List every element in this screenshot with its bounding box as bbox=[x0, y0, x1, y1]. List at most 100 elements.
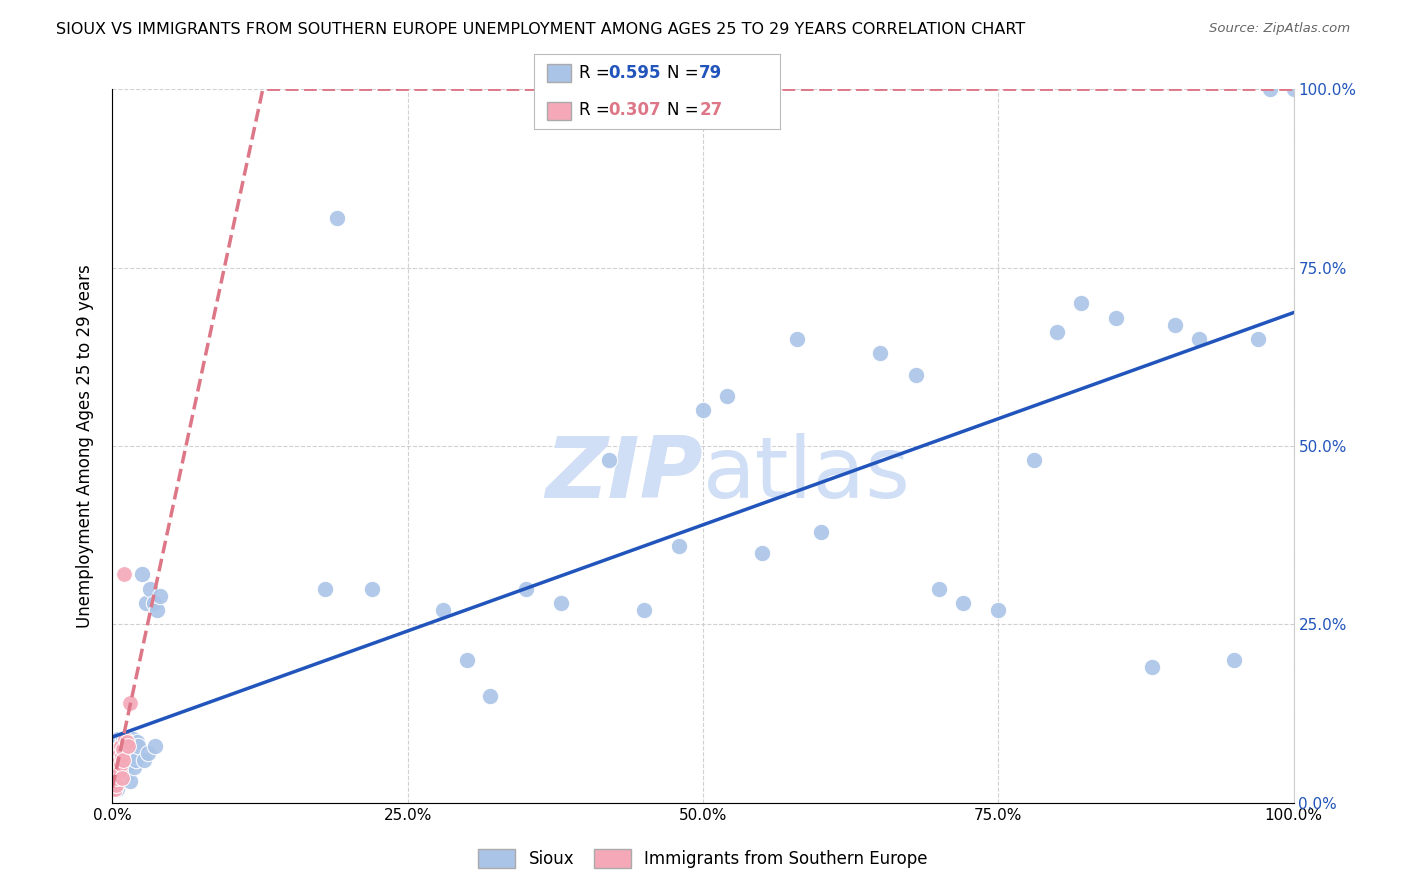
Point bbox=[110, 756, 132, 771]
Text: N =: N = bbox=[666, 64, 704, 82]
Point bbox=[107, 767, 129, 781]
Text: 0.595: 0.595 bbox=[607, 64, 661, 82]
Point bbox=[142, 596, 165, 610]
Bar bbox=[547, 64, 571, 82]
Point bbox=[115, 735, 138, 749]
Point bbox=[107, 753, 129, 767]
Point bbox=[125, 753, 148, 767]
Point bbox=[110, 767, 132, 781]
Point bbox=[112, 567, 135, 582]
Point bbox=[108, 746, 131, 760]
Point bbox=[668, 539, 690, 553]
Point bbox=[1223, 653, 1246, 667]
Point bbox=[103, 774, 125, 789]
Point bbox=[107, 731, 129, 746]
Point bbox=[111, 771, 134, 785]
Point bbox=[1022, 453, 1045, 467]
Point bbox=[104, 767, 127, 781]
Point bbox=[104, 753, 127, 767]
Point bbox=[104, 781, 127, 796]
Point bbox=[107, 767, 129, 781]
Point bbox=[105, 746, 128, 760]
Text: N =: N = bbox=[666, 101, 704, 119]
Point bbox=[120, 696, 142, 710]
Point bbox=[361, 582, 384, 596]
Point bbox=[456, 653, 478, 667]
Point bbox=[1258, 82, 1281, 96]
Text: Source: ZipAtlas.com: Source: ZipAtlas.com bbox=[1209, 22, 1350, 36]
Text: R =: R = bbox=[579, 101, 614, 119]
Point bbox=[692, 403, 714, 417]
Point bbox=[904, 368, 927, 382]
Point bbox=[326, 211, 349, 225]
Point bbox=[751, 546, 773, 560]
Text: R =: R = bbox=[579, 64, 614, 82]
Point bbox=[108, 774, 131, 789]
Point bbox=[112, 771, 135, 785]
Point bbox=[987, 603, 1010, 617]
Point bbox=[149, 589, 172, 603]
Point bbox=[869, 346, 891, 360]
Point bbox=[112, 749, 135, 764]
Point bbox=[117, 756, 139, 771]
Point bbox=[139, 582, 162, 596]
Point bbox=[112, 753, 135, 767]
Point bbox=[115, 739, 138, 753]
Point bbox=[1188, 332, 1211, 346]
Point bbox=[110, 739, 132, 753]
Point bbox=[122, 760, 145, 774]
Point bbox=[1164, 318, 1187, 332]
Point bbox=[111, 746, 134, 760]
Point bbox=[146, 603, 169, 617]
Point bbox=[105, 760, 128, 774]
Point bbox=[134, 753, 156, 767]
Point bbox=[120, 735, 142, 749]
Point bbox=[1070, 296, 1092, 310]
Point bbox=[112, 731, 135, 746]
Point bbox=[1282, 82, 1305, 96]
Point bbox=[111, 760, 134, 774]
Bar bbox=[547, 102, 571, 120]
Point bbox=[103, 781, 125, 796]
Point bbox=[127, 735, 149, 749]
Point bbox=[105, 774, 128, 789]
Point bbox=[1247, 332, 1270, 346]
Point bbox=[104, 781, 127, 796]
Legend: Sioux, Immigrants from Southern Europe: Sioux, Immigrants from Southern Europe bbox=[470, 840, 936, 877]
Point bbox=[108, 764, 131, 778]
Point bbox=[105, 771, 128, 785]
Point bbox=[105, 778, 128, 792]
Text: SIOUX VS IMMIGRANTS FROM SOUTHERN EUROPE UNEMPLOYMENT AMONG AGES 25 TO 29 YEARS : SIOUX VS IMMIGRANTS FROM SOUTHERN EUROPE… bbox=[56, 22, 1025, 37]
Point bbox=[104, 767, 127, 781]
Point bbox=[105, 746, 128, 760]
Point bbox=[1105, 310, 1128, 325]
Point bbox=[115, 767, 138, 781]
Point bbox=[120, 746, 142, 760]
Point bbox=[120, 774, 142, 789]
Point bbox=[105, 739, 128, 753]
Point bbox=[117, 739, 139, 753]
Point bbox=[105, 753, 128, 767]
Point bbox=[118, 746, 141, 760]
Point bbox=[952, 596, 974, 610]
Point bbox=[110, 739, 132, 753]
Point bbox=[121, 731, 143, 746]
Point bbox=[101, 774, 124, 789]
Text: 0.307: 0.307 bbox=[607, 101, 661, 119]
Point bbox=[114, 731, 136, 746]
Point bbox=[1046, 325, 1069, 339]
Point bbox=[479, 689, 502, 703]
Point bbox=[103, 760, 125, 774]
Point bbox=[432, 603, 454, 617]
Point bbox=[314, 582, 336, 596]
Point bbox=[550, 596, 572, 610]
Point bbox=[112, 742, 135, 756]
Point bbox=[143, 739, 166, 753]
Y-axis label: Unemployment Among Ages 25 to 29 years: Unemployment Among Ages 25 to 29 years bbox=[76, 264, 94, 628]
Point bbox=[786, 332, 808, 346]
Point bbox=[112, 753, 135, 767]
Point bbox=[633, 603, 655, 617]
Point bbox=[127, 739, 149, 753]
Text: atlas: atlas bbox=[703, 433, 911, 516]
Point bbox=[1140, 660, 1163, 674]
